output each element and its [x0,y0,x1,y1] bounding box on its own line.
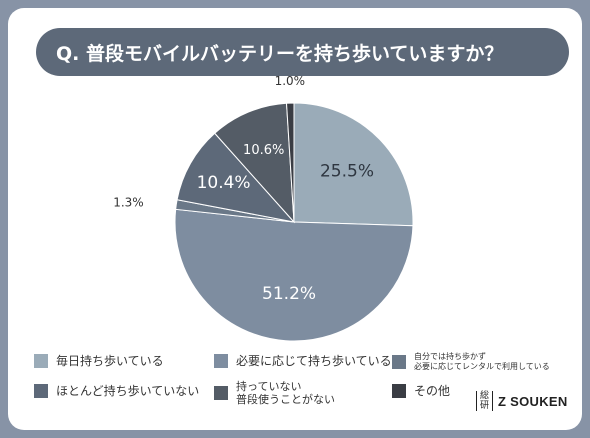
pie-slice-as-needed [174,208,414,342]
legend-item-daily: 毎日持ち歩いている [34,354,164,368]
legend-swatch-daily [34,354,48,368]
chart-card: Q. 普段モバイルバッテリーを持ち歩いていますか？ 25.5% 51.2% 1.3%… [8,8,582,430]
brand-mark: 総 研 [476,391,494,411]
legend-swatch-rarely [34,384,48,398]
legend-swatch-as-needed [214,354,228,368]
pie-slice-none [214,102,295,224]
data-label-daily: 25.5% [320,162,374,182]
chart-title: Q. 普段モバイルバッテリーを持ち歩いていますか？ [56,42,504,65]
legend-label-none: 持っていない 普段使うことがない [236,380,335,406]
legend-label-none-line1: 持っていない [236,380,302,393]
legend-swatch-other [392,384,406,398]
pie-slice-rarely [176,132,296,223]
pie-slice-daily [293,102,414,227]
legend-label-other: その他 [414,384,451,398]
legend-swatch-none [214,386,228,400]
legend-item-rarely: ほとんど持ち歩いていない [34,384,199,398]
brand-mark-top: 総 [480,391,490,401]
data-label-other: 1.0% [275,74,306,88]
legend-label-rental: 自分では持ち歩かず 必要に応じてレンタルで利用している [414,352,550,372]
data-label-rental: 1.3% [113,195,144,209]
legend-item-none: 持っていない 普段使うことがない [214,380,335,406]
brand-name: Z SOUKEN [498,393,568,409]
data-label-as-needed: 51.2% [262,284,316,304]
legend-label-as-needed: 必要に応じて持ち歩いている [236,354,392,368]
legend-item-rental: 自分では持ち歩かず 必要に応じてレンタルで利用している [392,352,550,372]
brand-logo: 総 研 Z SOUKEN [476,391,568,411]
legend-label-rental-line1: 自分では持ち歩かず [414,352,486,361]
title-bar: Q. 普段モバイルバッテリーを持ち歩いていますか？ [36,28,569,76]
data-label-none: 10.6% [243,143,284,158]
legend-label-daily: 毎日持ち歩いている [56,354,164,368]
legend-item-other: その他 [392,384,450,398]
legend-item-as-needed: 必要に応じて持ち歩いている [214,354,392,368]
pie-chart: 25.5% 51.2% 1.3% 10.4% 10.6% 1.0% [113,74,414,342]
brand-mark-bottom: 研 [480,401,490,411]
data-label-rarely: 10.4% [197,173,251,193]
legend-label-rarely: ほとんど持ち歩いていない [56,384,200,398]
pie-slice-other [285,102,295,223]
legend-label-none-line2: 普段使うことがない [236,393,335,406]
legend-swatch-rental [392,355,406,369]
legend-label-rental-line2: 必要に応じてレンタルで利用している [414,362,550,371]
